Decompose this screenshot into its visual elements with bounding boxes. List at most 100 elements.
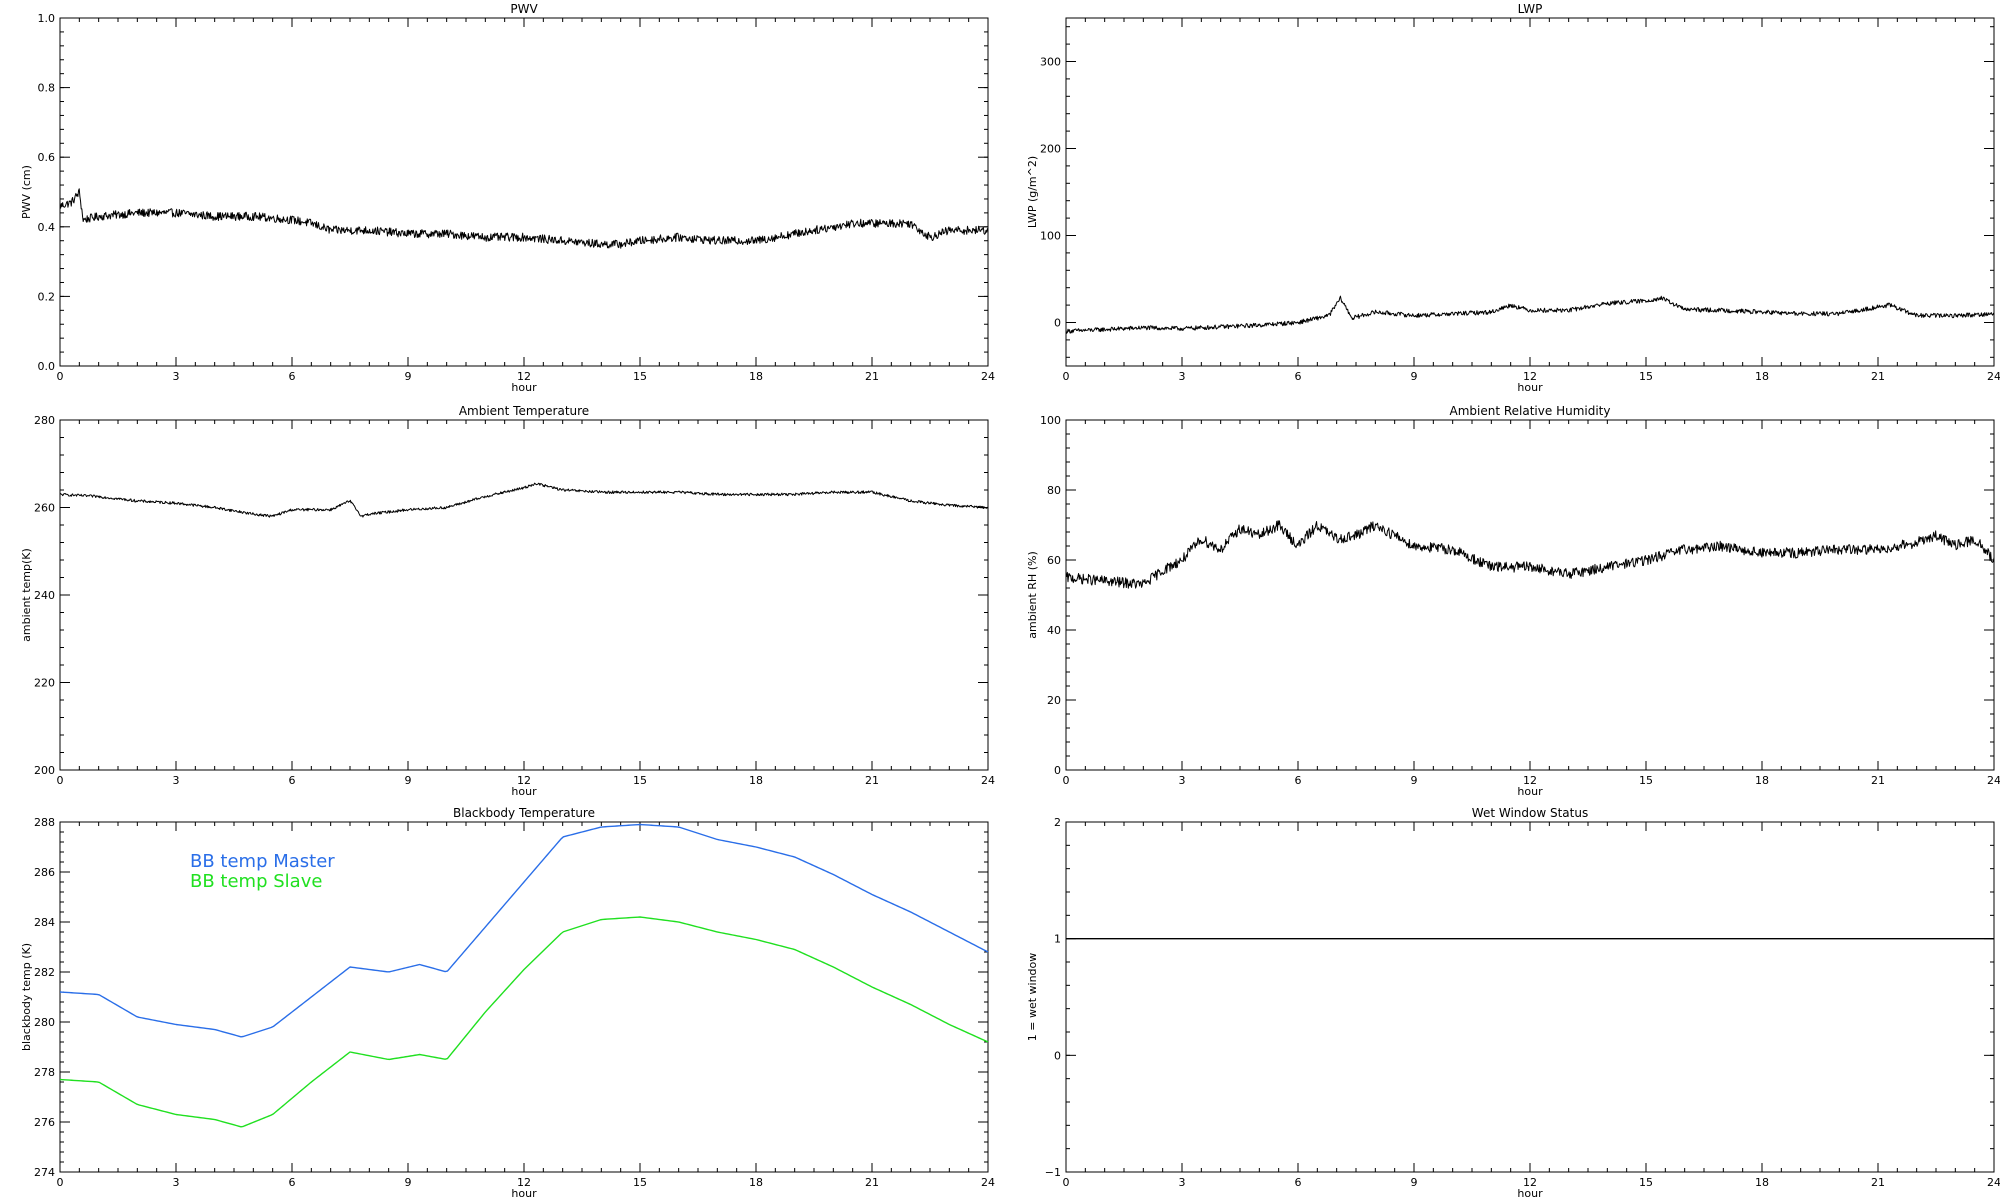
plot-frame — [1065, 821, 1995, 1173]
chart-title: LWP — [1518, 2, 1543, 16]
x-tick-label: 6 — [289, 1176, 296, 1189]
y-tick-label: 282 — [34, 966, 55, 979]
y-tick-label: 0 — [1054, 317, 1061, 330]
y-tick-label: 200 — [1040, 143, 1061, 156]
y-tick-label: −1 — [1045, 1166, 1061, 1179]
y-tick-label: 220 — [34, 677, 55, 690]
x-tick-label: 21 — [865, 774, 879, 787]
x-tick-label: 18 — [1755, 370, 1769, 383]
x-tick-label: 24 — [981, 774, 995, 787]
y-tick-label: 0.8 — [38, 82, 56, 95]
series-line — [1065, 520, 1995, 589]
chart-title: Ambient Temperature — [459, 404, 589, 418]
x-tick-label: 18 — [1755, 1176, 1769, 1189]
y-tick-label: 0.4 — [38, 221, 56, 234]
x-tick-label: 24 — [981, 370, 995, 383]
y-tick-label: 80 — [1047, 484, 1061, 497]
x-tick-label: 15 — [633, 370, 647, 383]
x-axis-label: hour — [1517, 785, 1543, 798]
x-tick-label: 6 — [289, 774, 296, 787]
x-tick-label: 21 — [865, 370, 879, 383]
plot-frame — [1065, 17, 1995, 367]
x-tick-label: 15 — [1639, 370, 1653, 383]
y-tick-label: 100 — [1040, 230, 1061, 243]
y-tick-label: 300 — [1040, 56, 1061, 69]
x-tick-label: 24 — [981, 1176, 995, 1189]
x-axis-label: hour — [1517, 1187, 1543, 1200]
chart-title: PWV — [510, 2, 538, 16]
chart-title: Ambient Relative Humidity — [1450, 404, 1611, 418]
x-tick-label: 12 — [1523, 774, 1537, 787]
x-axis-label: hour — [511, 785, 537, 798]
x-tick-label: 0 — [57, 370, 64, 383]
legend-entry: BB temp Master — [190, 851, 335, 872]
chart-ambient-rh: Ambient Relative Humidity 0 3 6 9 12 15 18 21 24 h… — [1026, 404, 2000, 798]
chart-title: Blackbody Temperature — [453, 806, 595, 820]
x-tick-label: 3 — [1179, 774, 1186, 787]
x-axis-label: hour — [1517, 381, 1543, 394]
x-tick-label: 12 — [517, 1176, 531, 1189]
x-tick-label: 12 — [1523, 1176, 1537, 1189]
x-tick-label: 15 — [1639, 1176, 1653, 1189]
y-tick-label: 274 — [34, 1166, 55, 1179]
x-tick-label: 18 — [749, 370, 763, 383]
x-tick-label: 24 — [1987, 1176, 2000, 1189]
y-axis-label: 1 = wet window — [1026, 953, 1039, 1042]
chart-pwv: PWV 0 3 6 9 12 15 18 21 24 hour 0.0 0.2 0.4 0.6 0.8 1.0 P… — [20, 2, 995, 394]
x-tick-label: 6 — [1295, 774, 1302, 787]
y-axis-label: LWP (g/m^2) — [1026, 156, 1039, 228]
x-tick-label: 24 — [1987, 774, 2000, 787]
y-tick-label: 2 — [1054, 816, 1061, 829]
chart-lwp: LWP 0 3 6 9 12 15 18 21 24 hour 0 100 200 300 LWP (g/m^… — [1026, 2, 2000, 394]
plot-frame — [1065, 419, 1995, 771]
x-tick-label: 21 — [865, 1176, 879, 1189]
chart-blackbody-temp: Blackbody Temperature 0 3 6 9 12 15 18 21 24 hour 2… — [20, 806, 995, 1200]
series-line — [59, 188, 989, 249]
x-tick-label: 21 — [1871, 774, 1885, 787]
y-axis-label: blackbody temp (K) — [20, 943, 33, 1051]
y-tick-label: 20 — [1047, 694, 1061, 707]
y-tick-label: 1 — [1054, 933, 1061, 946]
y-tick-label: 0 — [1054, 764, 1061, 777]
x-tick-label: 6 — [1295, 370, 1302, 383]
y-tick-label: 0.6 — [38, 151, 56, 164]
x-tick-label: 3 — [173, 370, 180, 383]
x-tick-label: 12 — [517, 370, 531, 383]
x-tick-label: 3 — [1179, 370, 1186, 383]
y-tick-label: 0.0 — [38, 360, 56, 373]
x-tick-label: 9 — [1411, 774, 1418, 787]
chart-ambient-temp: Ambient Temperature 0 3 6 9 12 15 18 21 24 hour 200… — [20, 404, 995, 798]
x-tick-label: 21 — [1871, 370, 1885, 383]
y-tick-label: 100 — [1040, 414, 1061, 427]
x-tick-label: 12 — [1523, 370, 1537, 383]
series-line — [59, 916, 989, 1128]
x-tick-label: 6 — [289, 370, 296, 383]
x-tick-label: 9 — [1411, 1176, 1418, 1189]
x-tick-label: 12 — [517, 774, 531, 787]
y-tick-label: 0.2 — [38, 290, 56, 303]
x-tick-label: 0 — [1063, 1176, 1070, 1189]
y-axis-label: ambient RH (%) — [1026, 551, 1039, 639]
y-axis-label: ambient temp(K) — [20, 548, 33, 642]
x-tick-label: 15 — [1639, 774, 1653, 787]
x-tick-label: 3 — [173, 1176, 180, 1189]
x-tick-label: 0 — [57, 774, 64, 787]
legend-entry: BB temp Slave — [190, 871, 322, 892]
x-tick-label: 21 — [1871, 1176, 1885, 1189]
y-tick-label: 260 — [34, 502, 55, 515]
y-tick-label: 278 — [34, 1066, 55, 1079]
x-axis-label: hour — [511, 1187, 537, 1200]
y-tick-label: 288 — [34, 816, 55, 829]
y-tick-label: 1.0 — [38, 12, 56, 25]
series-line — [60, 482, 989, 518]
x-tick-label: 0 — [57, 1176, 64, 1189]
x-tick-label: 3 — [173, 774, 180, 787]
y-tick-label: 40 — [1047, 624, 1061, 637]
y-tick-label: 286 — [34, 866, 55, 879]
x-axis-label: hour — [511, 381, 537, 394]
y-tick-label: 276 — [34, 1116, 55, 1129]
x-tick-label: 0 — [1063, 774, 1070, 787]
x-tick-label: 6 — [1295, 1176, 1302, 1189]
